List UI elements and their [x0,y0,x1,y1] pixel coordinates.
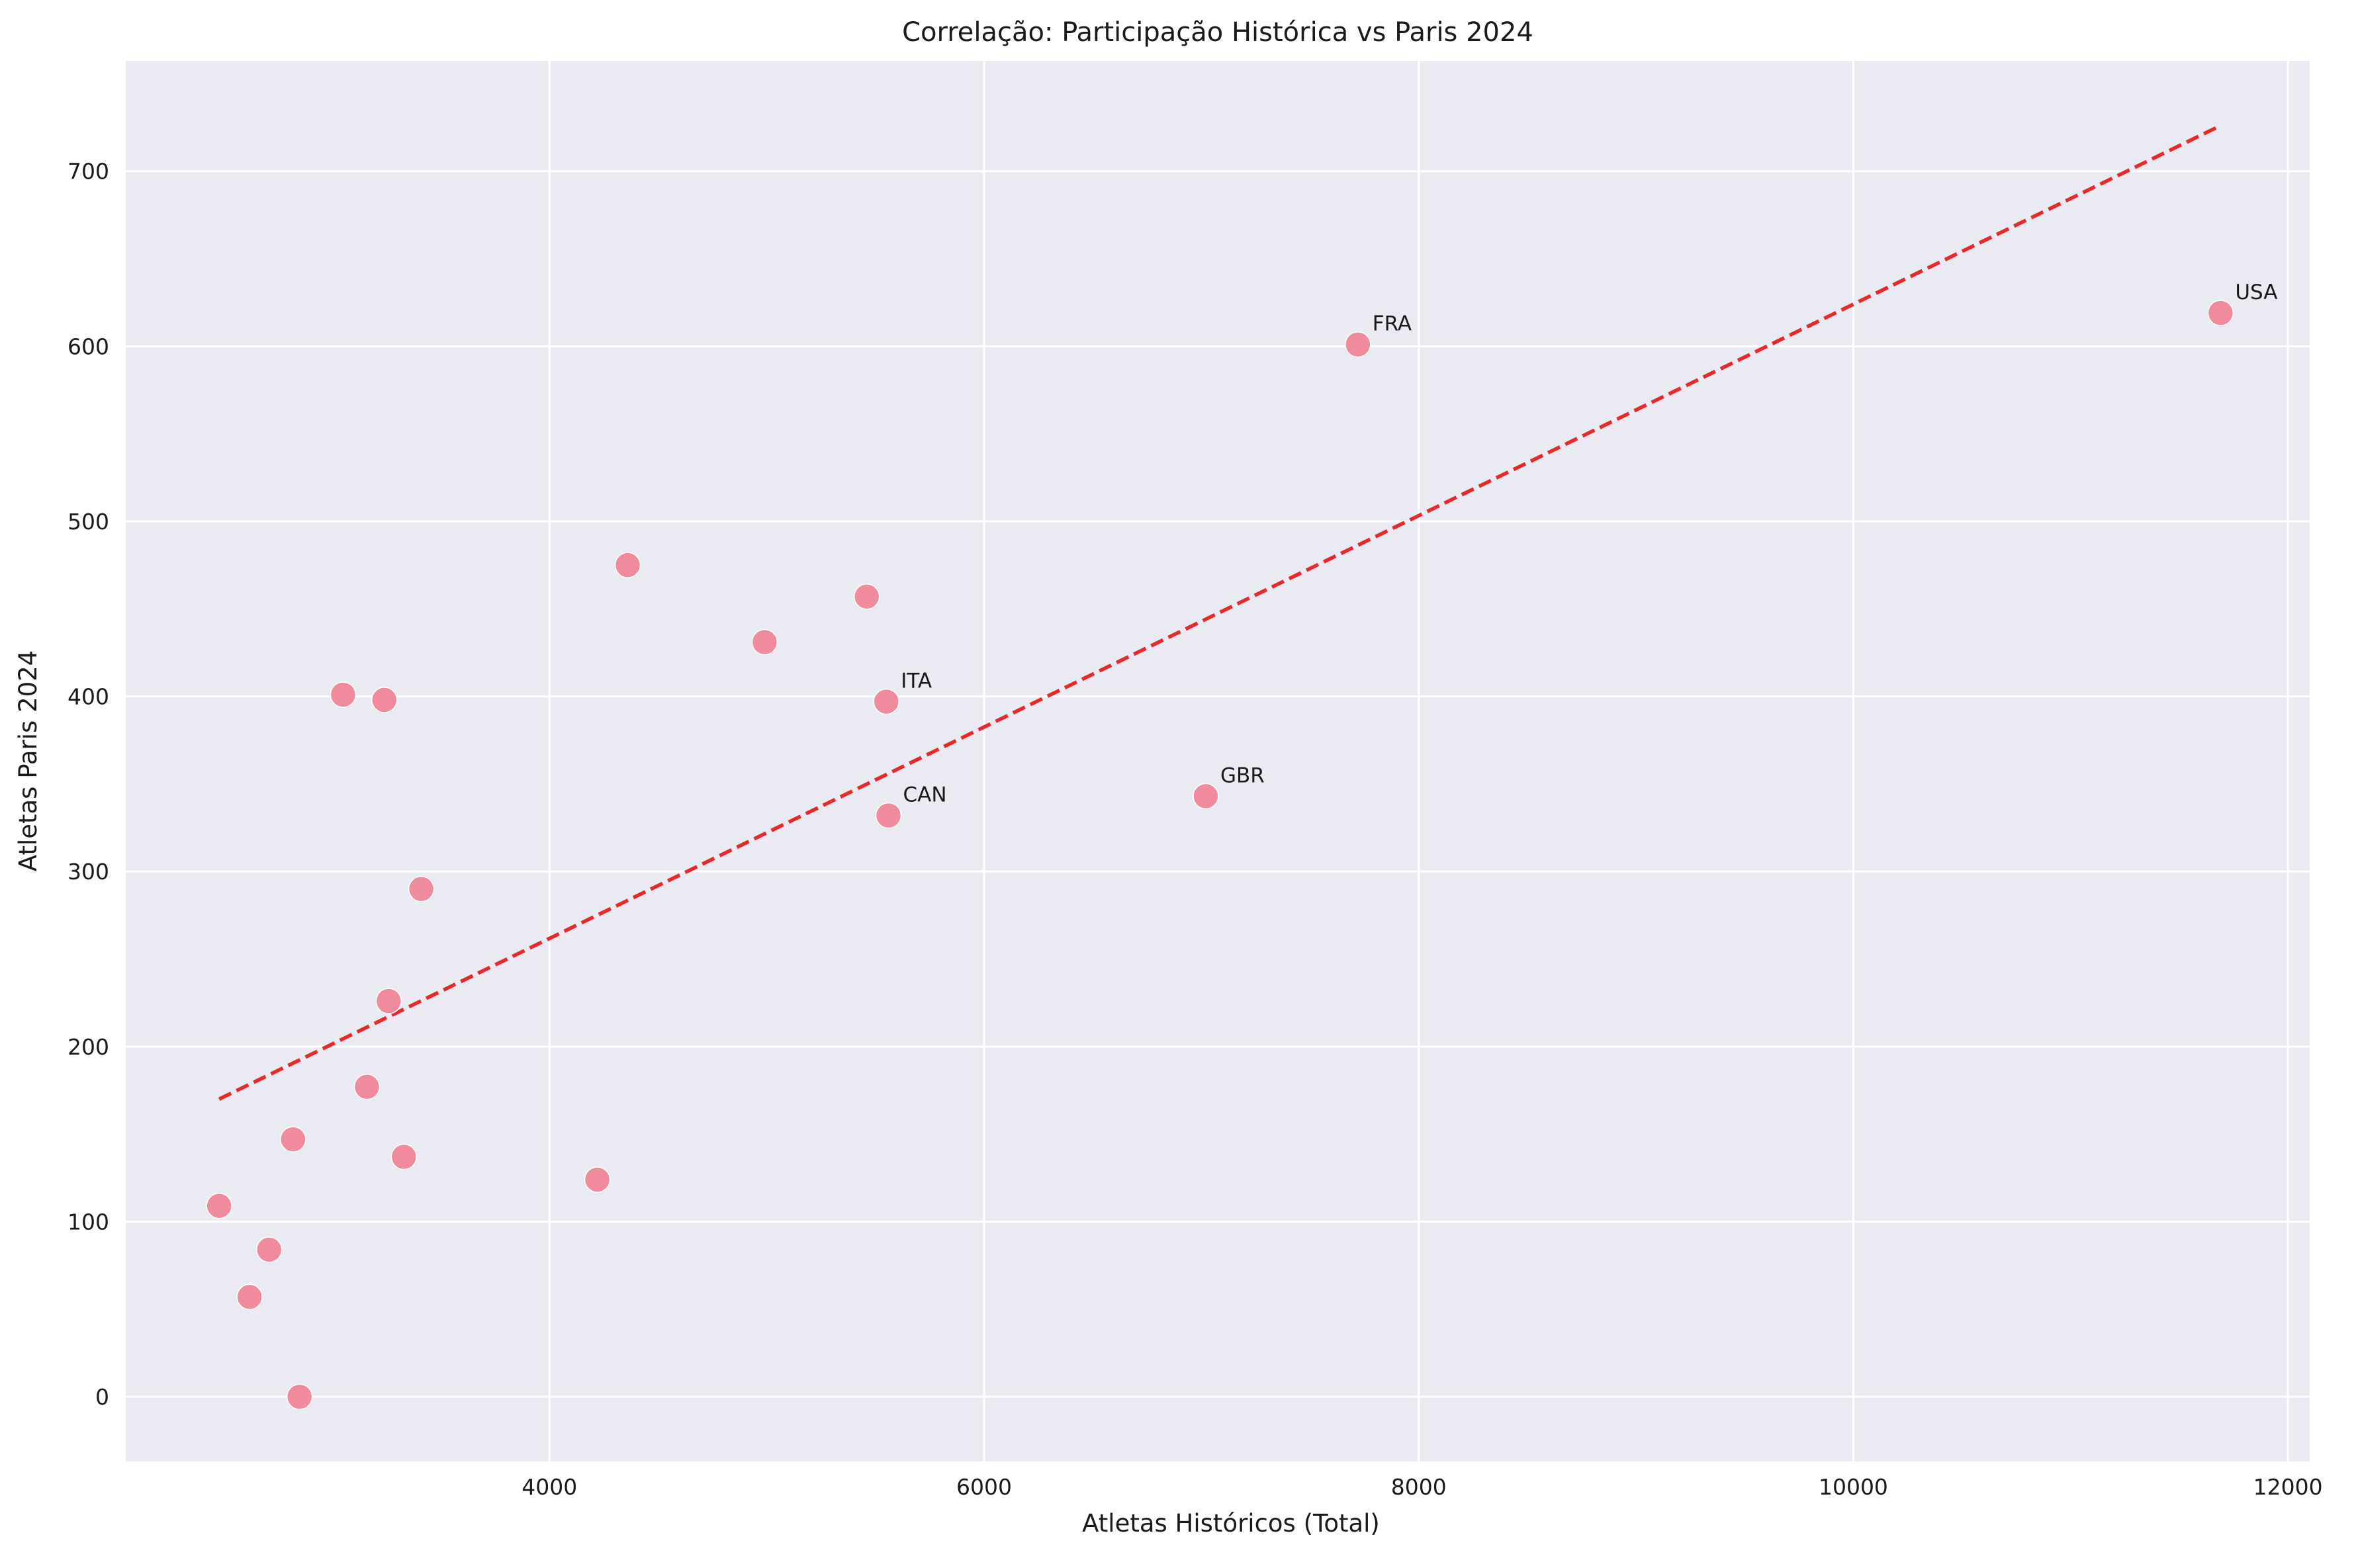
point-label-fra: FRA [1373,312,1412,336]
y-tick-label: 200 [68,1034,109,1060]
x-axis-label: Atletas Históricos (Total) [1082,1509,1380,1538]
x-tick-label: 12000 [2253,1474,2323,1500]
data-point [584,1166,611,1193]
y-tick-label: 700 [68,159,109,185]
y-tick-label: 0 [95,1384,109,1410]
data-point [1193,783,1219,810]
x-tick-label: 4000 [521,1474,577,1500]
x-tick-label: 6000 [956,1474,1012,1500]
point-label-can: CAN [903,783,947,807]
data-point [614,552,641,578]
data-point [2207,300,2234,326]
y-tick-label: 500 [68,509,109,535]
data-point [206,1192,232,1219]
data-point [853,584,880,610]
tick-labels: 4000 6000 8000 10000 12000 0 100 200 300 400 500 60… [68,159,2323,1500]
data-point [375,988,402,1014]
x-tick-label: 10000 [1819,1474,1888,1500]
trend-line-layer [218,124,2222,1101]
data-point [751,629,778,656]
data-point [236,1284,263,1311]
y-tick-label: 300 [68,859,109,885]
y-tick-label: 100 [68,1209,109,1235]
plot-background [126,61,2310,1461]
point-annotations: USA FRA GBR ITA CAN [901,281,2277,806]
data-point [408,875,435,902]
point-label-ita: ITA [901,670,932,693]
y-tick-label: 400 [68,684,109,710]
point-label-usa: USA [2235,281,2277,304]
data-point [873,688,900,715]
data-point [1345,331,1371,358]
y-axis-label: Atletas Paris 2024 [14,650,42,871]
data-point [280,1126,306,1153]
data-point [875,802,902,829]
data-point [353,1073,381,1100]
chart-title: Correlação: Participação Histórica vs Pa… [902,17,1533,48]
x-tick-label: 8000 [1391,1474,1447,1500]
point-label-gbr: GBR [1220,763,1265,787]
trend-line [218,124,2222,1101]
data-point [330,681,357,708]
data-point [255,1237,283,1263]
data-point [390,1143,418,1170]
data-points [206,300,2234,1410]
grid-lines [126,61,2310,1461]
data-point [371,687,398,713]
y-tick-label: 600 [68,333,109,359]
data-point [286,1383,313,1410]
